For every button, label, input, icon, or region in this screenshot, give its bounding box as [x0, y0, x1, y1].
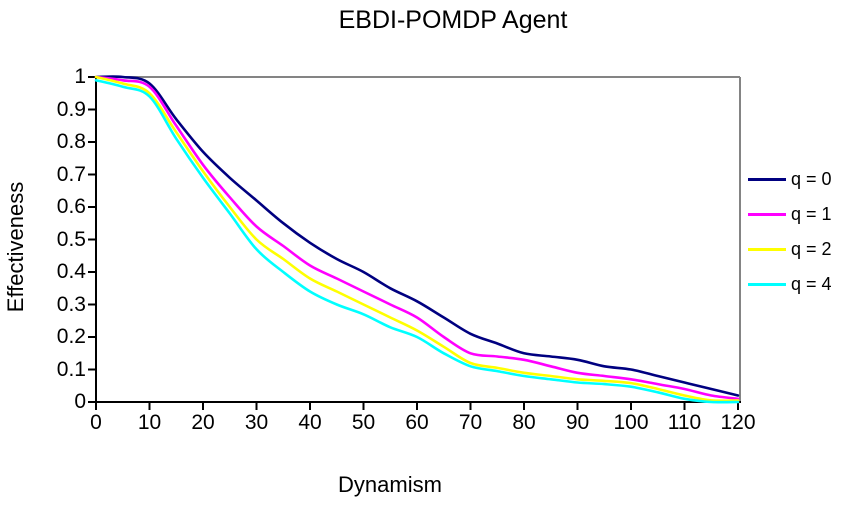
y-tick-label: 0.5 — [56, 227, 86, 251]
legend-label: q = 4 — [791, 273, 832, 294]
x-tick-label: 100 — [613, 411, 649, 434]
legend-item: q = 2 — [748, 238, 860, 260]
x-tick-label: 20 — [191, 411, 215, 434]
legend-item: q = 0 — [748, 168, 860, 190]
series-line-2 — [94, 75, 740, 403]
y-tick-label: 0.1 — [56, 357, 86, 381]
legend-swatch-icon — [748, 212, 786, 216]
legend-label: q = 0 — [791, 168, 832, 189]
x-tick-label: 90 — [565, 411, 590, 434]
x-tick-label: 110 — [667, 411, 702, 434]
y-tick-label: 1 — [74, 65, 86, 88]
x-tick-label: 30 — [244, 411, 269, 434]
x-tick-label: 40 — [298, 411, 322, 434]
x-tick-label: 120 — [720, 411, 756, 434]
x-tick-label: 80 — [512, 411, 536, 434]
legend-swatch-icon — [748, 177, 786, 181]
legend-label: q = 1 — [791, 203, 832, 224]
series-line-1 — [94, 75, 740, 401]
y-tick-label: 0.9 — [56, 97, 86, 121]
y-tick-label: 0 — [74, 390, 86, 413]
series-lines — [94, 75, 740, 404]
plot-frame — [95, 76, 741, 403]
series-line-0 — [94, 75, 740, 397]
y-tick-label: 0.3 — [56, 292, 86, 316]
x-axis-title: Dynamism — [338, 472, 442, 497]
y-tick-label: 0.2 — [56, 325, 86, 348]
y-tick-label: 0.8 — [56, 130, 86, 153]
x-tick-label: 0 — [90, 411, 102, 434]
y-tick-label: 0.7 — [56, 162, 86, 186]
y-tick-label: 0.6 — [56, 195, 86, 218]
legend-swatch-icon — [748, 282, 786, 286]
series-line-3 — [94, 79, 740, 404]
legend-label: q = 2 — [791, 238, 832, 259]
legend: q = 0 q = 1 q = 2 q = 4 — [748, 168, 860, 308]
chart-title: EBDI-POMDP Agent — [338, 6, 568, 34]
x-tick-label: 70 — [458, 411, 483, 434]
y-tick-label: 0.4 — [56, 260, 86, 283]
legend-item: q = 4 — [748, 273, 860, 295]
x-tick-label: 50 — [351, 411, 376, 434]
axis-ticks — [88, 76, 739, 410]
legend-swatch-icon — [748, 247, 786, 251]
x-tick-label: 60 — [405, 411, 429, 434]
legend-item: q = 1 — [748, 203, 860, 225]
x-tick-label: 10 — [137, 411, 162, 434]
